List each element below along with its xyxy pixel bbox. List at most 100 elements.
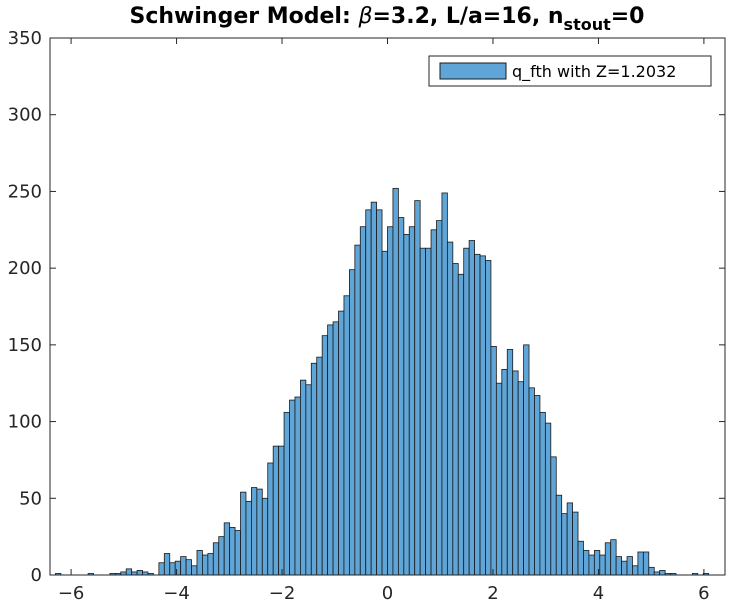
histogram-bar: [332, 321, 339, 576]
histogram-bar: [648, 566, 655, 576]
y-tick-label: 250: [8, 181, 42, 202]
histogram-bar: [376, 209, 383, 576]
histogram-bar: [615, 556, 622, 576]
histogram-bar: [430, 229, 437, 576]
histogram-bar: [517, 381, 524, 576]
histogram-bar: [125, 568, 133, 576]
x-tick-label: 6: [698, 583, 709, 604]
x-tick-label: −2: [269, 583, 296, 604]
histogram-bar: [174, 560, 182, 576]
histogram-bar: [316, 356, 323, 576]
histogram-bar: [436, 220, 443, 576]
histogram-bar: [512, 370, 519, 576]
histogram-bar: [321, 335, 329, 576]
histogram-bar: [207, 553, 214, 576]
histogram-bar: [506, 349, 514, 576]
histogram-bar: [441, 192, 448, 576]
histogram-bar: [310, 362, 318, 576]
histogram-bar: [397, 217, 405, 576]
histogram-bar: [261, 497, 269, 576]
y-tick-label: 0: [31, 565, 42, 586]
histogram-bar: [621, 560, 628, 576]
histogram-bar: [234, 530, 241, 576]
histogram-bar: [632, 565, 639, 576]
histogram-bar: [381, 250, 388, 576]
histogram-bar: [163, 553, 171, 576]
histogram-bar: [446, 241, 454, 576]
histogram-bar: [468, 240, 475, 576]
histogram-bar: [392, 187, 399, 576]
y-tick-label: 300: [8, 105, 42, 126]
histogram-bar: [289, 399, 296, 576]
histogram-bar: [528, 387, 535, 576]
histogram-bar: [365, 209, 372, 576]
histogram-bar: [566, 502, 573, 576]
histogram-bar: [642, 551, 650, 576]
histogram-bar: [158, 562, 165, 576]
histogram-bar: [218, 536, 225, 576]
histogram-bar: [490, 345, 497, 576]
histogram-bar: [637, 551, 644, 576]
y-tick-label: 200: [8, 258, 42, 279]
title-mid: =3.2, L/a=16, n: [372, 4, 563, 29]
histogram-bar: [387, 226, 394, 576]
histogram-bar: [370, 201, 378, 576]
histogram-bar: [550, 456, 557, 576]
histogram-bar: [169, 562, 176, 576]
histogram-bar: [457, 273, 465, 576]
histogram-bar: [240, 491, 247, 576]
histogram-bar: [485, 260, 492, 576]
x-tick-label: 0: [382, 583, 393, 604]
x-tick-label: −6: [58, 583, 85, 604]
histogram-bar: [327, 324, 334, 576]
histogram-bar: [588, 554, 595, 576]
histogram-bar: [212, 542, 220, 576]
histogram-bar: [256, 488, 263, 576]
histogram-bar: [251, 487, 258, 576]
histogram-bar: [577, 540, 584, 576]
histogram-bar: [463, 247, 470, 576]
y-axis: 0 50 100 150 200 250 300 350: [8, 28, 725, 586]
histogram-bar: [419, 247, 427, 576]
histogram-bar: [278, 445, 285, 576]
title-suffix: =0: [611, 4, 645, 29]
legend-label: q_fth with Z=1.2032: [512, 62, 676, 82]
histogram-bar: [555, 494, 563, 576]
title-prefix: Schwinger Model:: [130, 4, 359, 29]
histogram-bar: [599, 554, 606, 576]
chart-title: Schwinger Model: β=3.2, L/a=16, nstout=0: [130, 4, 645, 34]
histogram-bar: [283, 411, 290, 576]
histogram-bar: [180, 556, 187, 576]
histogram-bar: [223, 522, 231, 576]
histogram-bar: [348, 269, 356, 576]
histogram-bar: [604, 542, 612, 576]
histogram-bar: [229, 527, 236, 576]
y-tick-label: 350: [8, 28, 42, 49]
histogram-bar: [572, 511, 579, 576]
histogram-bar: [659, 570, 666, 576]
histogram-bar: [474, 253, 481, 576]
histogram-bar: [305, 384, 312, 576]
histogram-bar: [452, 263, 459, 576]
histogram-bar: [414, 200, 421, 576]
title-beta-symbol: β: [357, 4, 372, 29]
histogram-bar: [267, 462, 274, 576]
histogram-bar: [534, 395, 541, 576]
x-tick-label: 2: [487, 583, 498, 604]
histogram-bar: [343, 295, 350, 576]
histogram-bar: [539, 411, 546, 576]
histogram-bar: [610, 539, 617, 576]
histogram-bar: [338, 310, 345, 576]
histogram-bar: [523, 344, 530, 576]
y-tick-label: 100: [8, 412, 42, 433]
histogram-bar: [593, 550, 601, 576]
legend-swatch: [439, 62, 507, 80]
histogram-bar: [408, 226, 416, 576]
histogram-bar: [501, 369, 508, 576]
histogram-bar: [479, 255, 486, 576]
histogram-bar: [272, 445, 280, 576]
histogram-bar: [359, 226, 367, 576]
title-subscript: stout: [564, 15, 612, 34]
histogram-bar: [202, 554, 209, 576]
legend: q_fth with Z=1.2032: [428, 55, 712, 87]
